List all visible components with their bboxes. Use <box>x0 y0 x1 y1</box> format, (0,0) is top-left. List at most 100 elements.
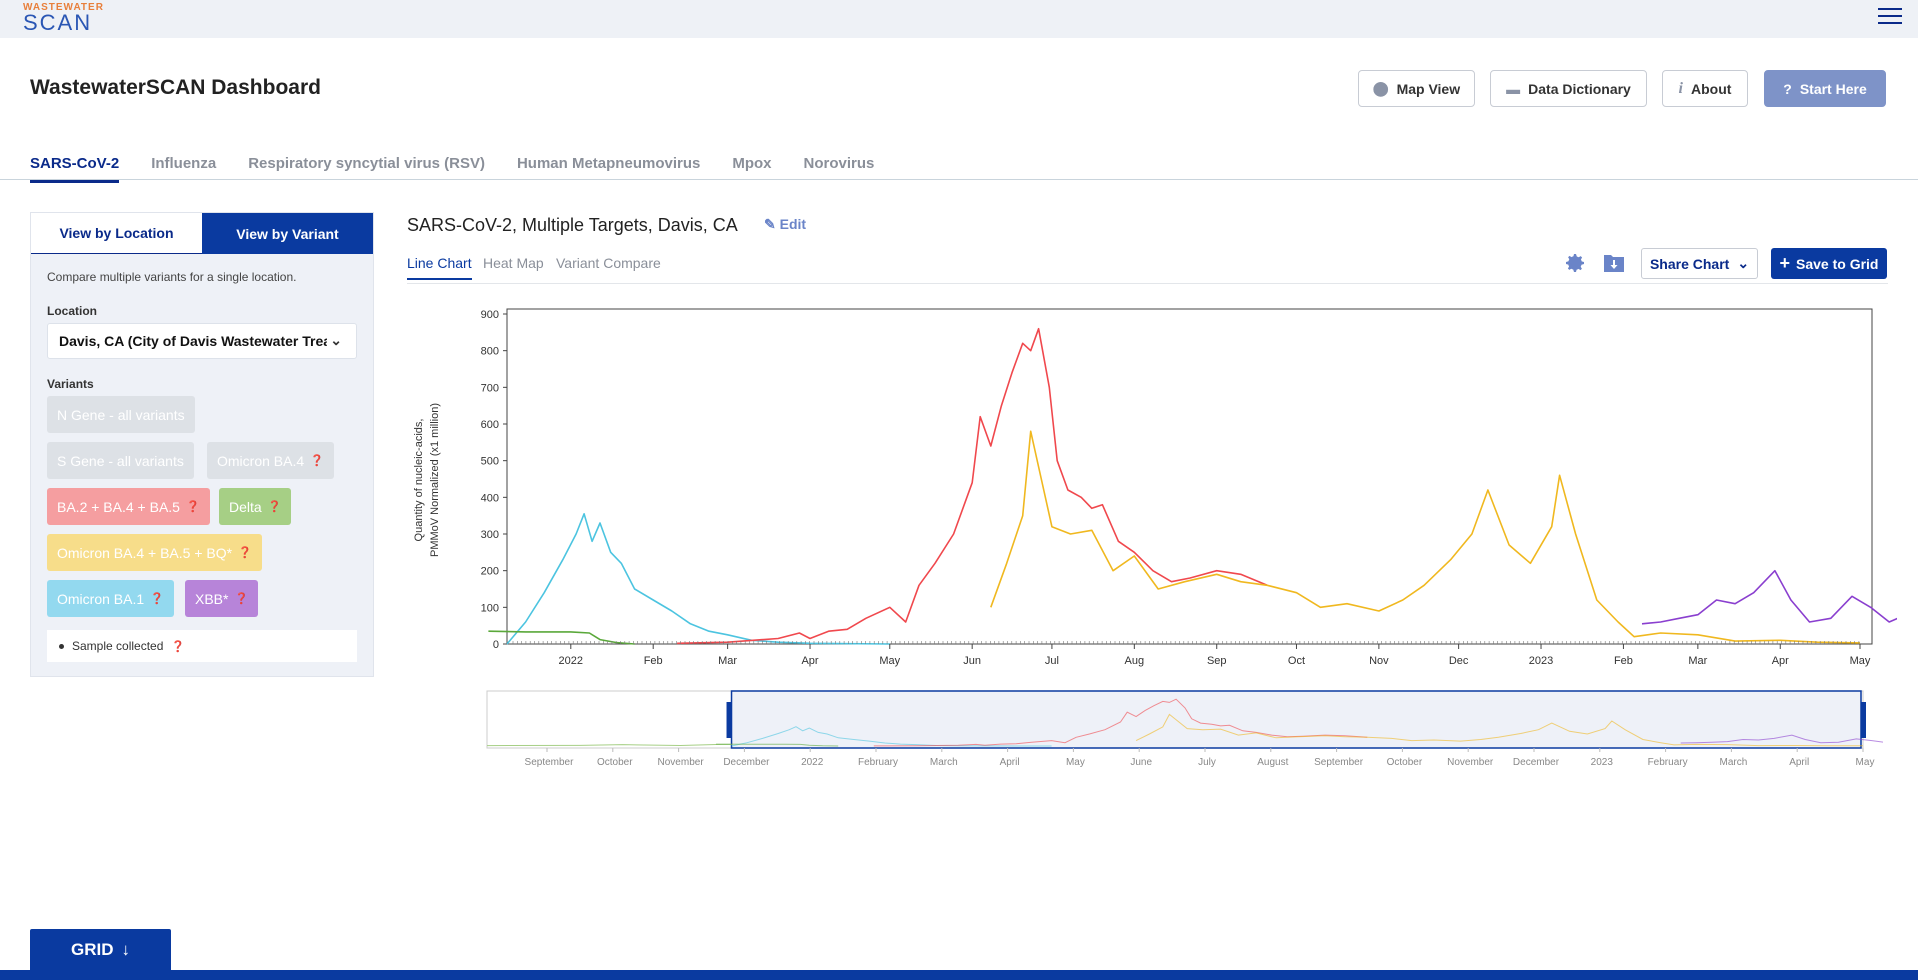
tab-norovirus[interactable]: Norovirus <box>803 155 875 172</box>
logo[interactable]: WASTEWATER SCAN <box>23 3 104 34</box>
help-icon[interactable]: ❓ <box>238 547 252 559</box>
x-tick-label: 2023 <box>1529 655 1553 667</box>
variant-chip-n-gene[interactable]: N Gene - all variants <box>47 396 195 433</box>
bottom-bar <box>0 970 1918 980</box>
x-tick-label: May <box>1850 655 1871 667</box>
folder-icon: ▬ <box>1506 80 1521 97</box>
save-to-grid-button[interactable]: + Save to Grid <box>1771 248 1887 279</box>
sample-legend-label: Sample collected <box>72 639 164 653</box>
variant-chip-s-gene[interactable]: S Gene - all variants <box>47 442 194 479</box>
chart-tabs-divider <box>407 283 1888 284</box>
y-tick-label: 0 <box>493 639 499 651</box>
variant-chip-ba2-ba4-ba5[interactable]: BA.2 + BA.4 + BA.5 ❓ <box>47 488 210 525</box>
data-dictionary-button[interactable]: ▬ Data Dictionary <box>1490 70 1647 107</box>
tab-hmpv[interactable]: Human Metapneumovirus <box>516 155 701 172</box>
share-chart-button[interactable]: Share Chart ⌄ <box>1641 248 1758 279</box>
navigator-tick-label: 2023 <box>1591 757 1614 768</box>
tab-heat-map[interactable]: Heat Map <box>483 255 544 271</box>
tabs-divider <box>0 179 1918 180</box>
x-tick-label: Oct <box>1288 655 1305 667</box>
tab-variant-compare[interactable]: Variant Compare <box>556 255 661 271</box>
variant-chip-omicron-ba4-ba5-bq[interactable]: Omicron BA.4 + BA.5 + BQ* ❓ <box>47 534 262 571</box>
edit-link[interactable]: ✎ Edit <box>764 216 807 232</box>
variant-chip-omicron-ba4[interactable]: Omicron BA.4 ❓ <box>207 442 334 479</box>
help-icon[interactable]: ❓ <box>234 593 249 605</box>
series-line-1[interactable] <box>488 630 635 645</box>
navigator-selection[interactable] <box>730 690 1862 749</box>
help-icon[interactable]: ❓ <box>185 501 200 513</box>
help-icon[interactable]: ❓ <box>171 640 186 653</box>
hamburger-menu-icon[interactable] <box>1878 8 1902 26</box>
download-icon[interactable] <box>1601 250 1627 276</box>
tab-rsv[interactable]: Respiratory syncytial virus (RSV) <box>248 155 485 172</box>
series-line-4[interactable] <box>1641 569 1897 625</box>
start-here-button[interactable]: ? Start Here <box>1764 70 1886 107</box>
variant-chip-label: S Gene - all variants <box>57 452 184 469</box>
navigator-left-handle[interactable] <box>726 702 732 738</box>
location-select[interactable]: Davis, CA (City of Davis Wastewater Trea… <box>47 323 357 359</box>
sidebar: View by Location View by Variant Compare… <box>30 212 374 677</box>
variant-chip-xbb[interactable]: XBB* ❓ <box>185 580 259 617</box>
about-button[interactable]: i About <box>1662 70 1748 107</box>
grid-button[interactable]: GRID ↓ <box>30 929 171 971</box>
series-line-0[interactable] <box>506 513 890 645</box>
variant-chip-label: Delta <box>229 498 262 515</box>
y-tick-label: 200 <box>481 566 499 578</box>
range-navigator[interactable]: September October November December 2022 Febr… <box>483 688 1883 773</box>
help-icon[interactable]: ❓ <box>267 501 282 513</box>
arrow-down-icon: ↓ <box>121 940 131 959</box>
x-tick-label: Mar <box>718 655 737 667</box>
main-line-chart[interactable]: Quantity of nucleic-acids, PMMoV Normaliz… <box>407 305 1897 670</box>
view-by-location-button[interactable]: View by Location <box>31 213 202 254</box>
x-tick-label: 2022 <box>559 655 583 667</box>
variant-chip-label: BA.2 + BA.4 + BA.5 <box>57 498 180 515</box>
navigator-tick-label: September <box>1314 757 1364 768</box>
top-bar: WASTEWATER SCAN <box>0 0 1918 38</box>
series-line-3[interactable] <box>990 430 1861 644</box>
map-view-button[interactable]: ⬤ Map View <box>1358 70 1475 107</box>
tab-influenza[interactable]: Influenza <box>151 155 217 172</box>
variant-chip-label: Omicron BA.4 + BA.5 + BQ* <box>57 544 233 561</box>
x-tick-label: Apr <box>801 655 818 667</box>
sample-dot-icon <box>59 643 64 649</box>
tab-sars-cov-2[interactable]: SARS-CoV-2 <box>30 155 120 183</box>
share-chart-label: Share Chart <box>1649 255 1730 272</box>
save-to-grid-label: Save to Grid <box>1796 255 1879 272</box>
grid-label: GRID <box>71 940 114 959</box>
y-tick-label: 700 <box>481 382 499 394</box>
y-tick-label: 500 <box>481 456 499 468</box>
y-tick-label: 900 <box>481 309 499 321</box>
location-label: Location <box>47 304 97 318</box>
navigator-tick-label: October <box>1387 757 1423 768</box>
y-tick-label: 300 <box>481 529 499 541</box>
y-tick-label: 600 <box>481 419 499 431</box>
data-dictionary-label: Data Dictionary <box>1528 80 1631 97</box>
series-line-2[interactable] <box>677 327 1268 645</box>
help-icon[interactable]: ❓ <box>310 455 324 467</box>
y-axis-label: PMMoV Normalized (x1 million) <box>429 403 441 557</box>
x-tick-label: Sep <box>1207 655 1227 667</box>
view-by-variant-button[interactable]: View by Variant <box>202 213 373 254</box>
variant-chip-omicron-ba1[interactable]: Omicron BA.1 ❓ <box>47 580 174 617</box>
navigator-tick-label: November <box>658 757 705 768</box>
navigator-tick-label: 2022 <box>801 757 824 768</box>
navigator-series-4 <box>1680 734 1883 744</box>
navigator-tick-label: February <box>1648 757 1688 768</box>
variant-chip-label: Omicron BA.1 <box>57 590 145 607</box>
variant-chip-delta[interactable]: Delta ❓ <box>219 488 292 525</box>
variant-chip-label: N Gene - all variants <box>57 406 185 423</box>
about-label: About <box>1691 80 1732 97</box>
y-axis-label: Quantity of nucleic-acids, <box>413 419 425 542</box>
edit-label: Edit <box>779 216 807 232</box>
plot-frame <box>506 308 1873 645</box>
navigator-tick-label: December <box>723 757 770 768</box>
y-tick-label: 100 <box>481 602 499 614</box>
tab-line-chart[interactable]: Line Chart <box>407 255 472 280</box>
tab-mpox[interactable]: Mpox <box>732 155 772 172</box>
gear-icon[interactable] <box>1562 250 1588 276</box>
help-icon[interactable]: ❓ <box>150 593 164 605</box>
chevron-down-icon: ⌄ <box>1737 255 1750 271</box>
navigator-tick-label: May <box>1066 757 1085 768</box>
sample-legend: Sample collected ❓ <box>47 630 357 662</box>
navigator-right-handle[interactable] <box>1861 702 1866 738</box>
